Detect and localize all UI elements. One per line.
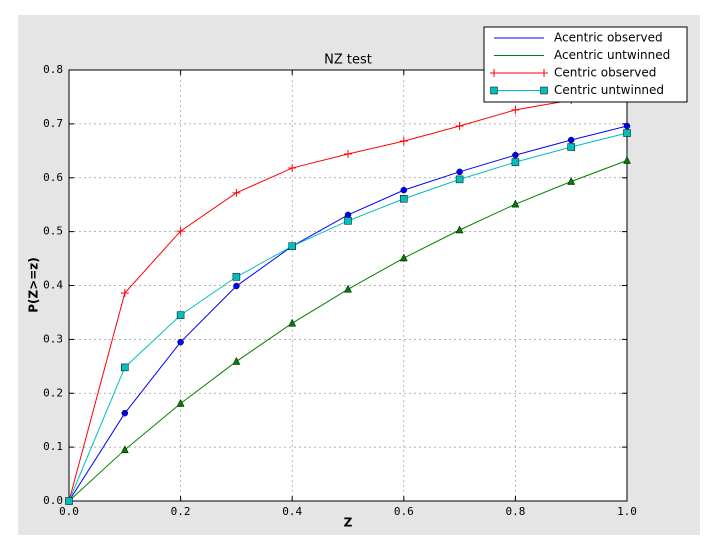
y-axis-label: P(Z>=z)	[27, 257, 41, 313]
y-tick-label: 0.6	[43, 171, 63, 184]
marker	[176, 311, 185, 319]
marker	[567, 136, 575, 144]
marker	[344, 150, 352, 159]
marker	[455, 175, 464, 184]
marker	[511, 158, 520, 166]
chart-title: NZ test	[324, 53, 372, 68]
legend-label: Acentric untwinned	[554, 48, 670, 62]
legend-label: Centric observed	[554, 66, 656, 80]
marker	[540, 86, 548, 95]
marker	[490, 86, 498, 95]
y-tick-label: 0.5	[43, 225, 63, 238]
marker	[233, 282, 240, 290]
marker	[176, 227, 185, 236]
marker	[623, 155, 631, 164]
marker	[399, 253, 408, 262]
legend-box	[483, 26, 688, 103]
y-tick-label: 0.0	[43, 494, 63, 507]
marker	[121, 363, 129, 372]
marker	[288, 242, 296, 250]
marker	[288, 318, 297, 327]
legend-label: Acentric observed	[554, 31, 663, 45]
marker	[121, 409, 129, 417]
marker	[65, 497, 73, 505]
marker	[512, 151, 519, 159]
x-tick-label: 0.4	[282, 505, 302, 518]
marker	[120, 445, 129, 454]
marker	[567, 176, 576, 185]
x-tick-label: 0.6	[394, 505, 414, 518]
x-tick-label: 0.0	[59, 505, 79, 518]
x-tick-label: 0.2	[171, 505, 191, 518]
marker	[455, 225, 464, 234]
marker	[511, 105, 520, 114]
marker	[567, 143, 575, 151]
marker	[623, 129, 631, 137]
x-tick-label: 1.0	[617, 505, 637, 518]
x-axis-label: Z	[344, 516, 353, 530]
y-tick-label: 0.8	[43, 63, 63, 76]
marker	[456, 168, 463, 176]
marker	[177, 338, 184, 346]
marker	[490, 69, 498, 77]
marker	[344, 284, 352, 293]
marker	[400, 186, 408, 194]
marker	[120, 289, 129, 298]
plot-frame	[68, 69, 628, 502]
marker	[176, 398, 185, 407]
marker	[232, 356, 241, 365]
y-tick-label: 0.3	[43, 332, 63, 345]
marker	[232, 188, 241, 197]
legend-label: Centric untwinned	[554, 83, 664, 97]
y-tick-label: 0.2	[43, 386, 63, 399]
marker	[344, 217, 352, 225]
marker	[540, 69, 548, 77]
y-tick-label: 0.7	[43, 117, 63, 130]
marker	[400, 195, 408, 203]
marker	[623, 122, 631, 130]
marker	[288, 164, 297, 173]
marker	[511, 199, 520, 208]
y-tick-label: 0.4	[43, 279, 63, 292]
marker	[344, 211, 352, 219]
y-tick-label: 0.1	[43, 440, 63, 453]
marker	[232, 273, 241, 281]
marker	[455, 122, 464, 131]
x-tick-label: 0.8	[505, 505, 525, 518]
marker	[399, 137, 408, 146]
